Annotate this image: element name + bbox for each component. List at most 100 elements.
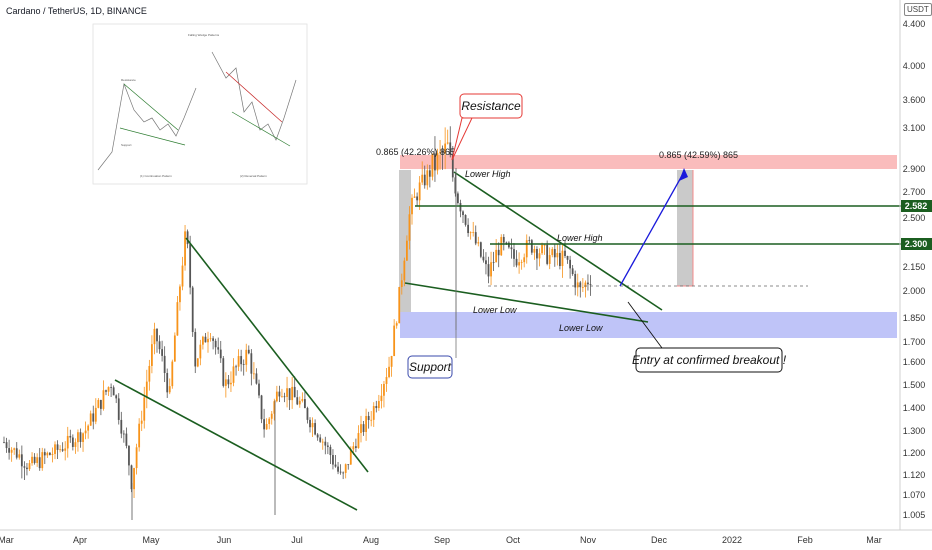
candle-body	[518, 262, 520, 266]
candle-body	[431, 153, 434, 177]
candle-body	[556, 252, 559, 258]
candle-body	[23, 466, 26, 468]
time-tick-label: Jul	[291, 535, 303, 545]
price-tick-label: 2.700	[903, 187, 926, 197]
candle-body	[370, 419, 373, 421]
candle-body	[502, 237, 505, 243]
resistance-zone	[400, 155, 897, 169]
candle-body	[428, 170, 431, 177]
candle-body	[102, 390, 105, 409]
candle-body	[128, 445, 130, 466]
candle-body	[490, 262, 492, 277]
candle-body	[559, 252, 561, 267]
candle-body	[258, 383, 260, 396]
wedge-lower-line-2	[404, 282, 649, 323]
candle-body	[100, 399, 102, 409]
candle-body	[61, 449, 64, 451]
candle-body	[107, 387, 110, 392]
candle-body	[321, 441, 324, 443]
candle-body	[163, 355, 166, 374]
candle-body	[349, 449, 352, 465]
candle-body	[288, 388, 291, 401]
candle-body	[41, 452, 44, 469]
candle-body	[434, 153, 436, 171]
price-axis[interactable]: 4.400 4.000 3.600 3.100 2.900 2.700 2.500 2.300…	[899, 0, 932, 530]
candle-body	[79, 432, 82, 442]
candle-body	[268, 418, 271, 424]
candle-body	[235, 366, 237, 368]
candle-body	[390, 356, 393, 367]
currency-badge[interactable]: USDT	[904, 3, 932, 16]
candle-body	[222, 358, 225, 386]
candle-body	[352, 446, 355, 450]
candle-body	[278, 391, 281, 397]
candle-body	[49, 452, 51, 455]
candle-body	[314, 423, 316, 435]
candle-body	[199, 344, 202, 359]
entry-callout-pointer	[627, 301, 663, 349]
candle-body	[474, 232, 477, 244]
candle-body	[332, 455, 334, 465]
candle-body	[316, 434, 319, 438]
candle-body	[105, 390, 107, 392]
candle-body	[403, 260, 406, 281]
candle-body	[360, 424, 362, 434]
candle-body	[64, 448, 67, 451]
candle-body	[500, 237, 503, 256]
candle-body	[569, 259, 571, 269]
inset-left-upper	[123, 83, 179, 131]
candle-body	[145, 381, 148, 398]
time-tick-label: Nov	[580, 535, 597, 545]
time-tick-label: May	[142, 535, 160, 545]
candle-body	[393, 325, 396, 357]
candle-body	[237, 356, 240, 367]
candle-body	[528, 240, 531, 241]
inset-right-pattern	[211, 51, 297, 141]
price-tick-label: 1.300	[903, 426, 926, 436]
inset-support-label: Support	[121, 143, 132, 147]
inset-title: Falling Wedge Patterns	[188, 33, 220, 37]
candle-body	[189, 244, 192, 288]
candle-body	[260, 395, 263, 420]
wedge-upper-line-2	[453, 171, 663, 311]
candle-body	[10, 449, 13, 453]
candle-body	[551, 249, 554, 256]
candle-body	[304, 399, 306, 409]
candle-body	[296, 397, 299, 405]
candle-body	[240, 356, 243, 365]
candle-body	[74, 442, 77, 447]
candle-body	[357, 433, 360, 448]
candle-body	[112, 387, 115, 396]
resistance-callout-pointer	[451, 117, 473, 161]
time-axis[interactable]: Mar Apr May Jun Jul Aug Sep Oct Nov Dec 2022 Feb Mar	[0, 529, 932, 545]
candle-body	[388, 366, 390, 378]
candle-body	[5, 442, 8, 449]
price-tick-label: 1.500	[903, 380, 926, 390]
time-tick-label: Jun	[217, 535, 232, 545]
candle-body	[87, 425, 90, 431]
candle-body	[214, 340, 217, 348]
price-tick-label: 3.600	[903, 95, 926, 105]
candle-body	[230, 382, 232, 385]
candle-body	[426, 170, 429, 186]
price-tick-label: 1.200	[903, 448, 926, 458]
candle-body	[270, 413, 273, 419]
candle-body	[28, 463, 31, 470]
price-level-label: 2.582	[905, 201, 928, 211]
candle-body	[291, 386, 294, 401]
support-callout-box	[407, 355, 453, 379]
candle-body	[589, 284, 592, 286]
candle-body	[449, 142, 452, 156]
candle-body	[439, 151, 441, 154]
wedge-upper-line-1	[185, 237, 369, 473]
candle-body	[158, 341, 161, 350]
candle-body	[309, 419, 311, 428]
candle-body	[482, 256, 485, 261]
candle-body	[469, 232, 472, 234]
candle-body	[36, 457, 39, 463]
inset-left-pattern	[97, 82, 197, 171]
candle-body	[122, 433, 125, 435]
candle-body	[151, 344, 153, 366]
candle-body	[66, 435, 69, 449]
